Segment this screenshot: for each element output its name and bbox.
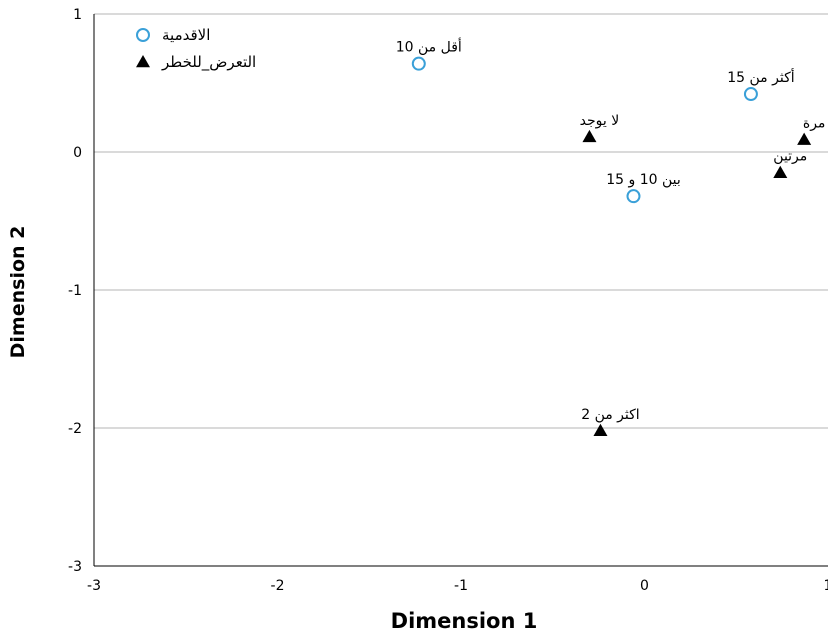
x-axis-title: Dimension 1 — [391, 609, 538, 633]
data-points: أقل من 10 أكثر من 15 بين 10 و 15 لا يوجد مرة… — [396, 38, 826, 437]
legend: الاقدمية التعرض_للخطر — [136, 26, 256, 72]
x-tick-label: -1 — [454, 578, 468, 594]
axes — [93, 14, 828, 567]
y-tick-label: 0 — [73, 145, 82, 161]
x-tick-label: -3 — [87, 578, 101, 594]
triangle-marker — [136, 55, 150, 68]
y-axis-title: Dimension 2 — [7, 226, 29, 359]
point-label: أكثر من 15 — [727, 68, 794, 86]
triangle-marker — [582, 129, 597, 143]
legend-label: الاقدمية — [162, 26, 210, 44]
tick-labels: -3 -2 -1 0 1 -3 -2 -1 0 1 — [68, 7, 828, 594]
x-tick-label: 1 — [824, 578, 828, 594]
circle-marker — [743, 87, 758, 102]
point-label: بين 10 و 15 — [606, 172, 681, 188]
triangle-marker — [773, 165, 788, 178]
point-label: مرة — [803, 116, 826, 132]
point-label: مرتين — [773, 149, 807, 165]
y-tick-label: -3 — [68, 559, 82, 575]
circle-marker — [626, 189, 641, 204]
point-label: أقل من 10 — [396, 38, 462, 56]
point-label: لا يوجد — [580, 113, 620, 129]
grid-lines — [94, 13, 828, 429]
circle-marker — [136, 28, 150, 42]
point-label: اكثر من 2 — [581, 407, 639, 423]
triangle-marker — [593, 423, 608, 437]
triangle-marker — [797, 132, 812, 145]
y-tick-label: 1 — [73, 7, 82, 23]
y-tick-label: -2 — [68, 421, 82, 437]
x-tick-label: 0 — [640, 578, 649, 594]
x-tick-label: -2 — [271, 578, 285, 594]
y-tick-label: -1 — [68, 283, 82, 299]
legend-label: التعرض_للخطر — [161, 53, 256, 72]
legend-item: التعرض_للخطر — [136, 53, 256, 72]
legend-item: الاقدمية — [136, 26, 210, 44]
circle-marker — [411, 56, 426, 71]
